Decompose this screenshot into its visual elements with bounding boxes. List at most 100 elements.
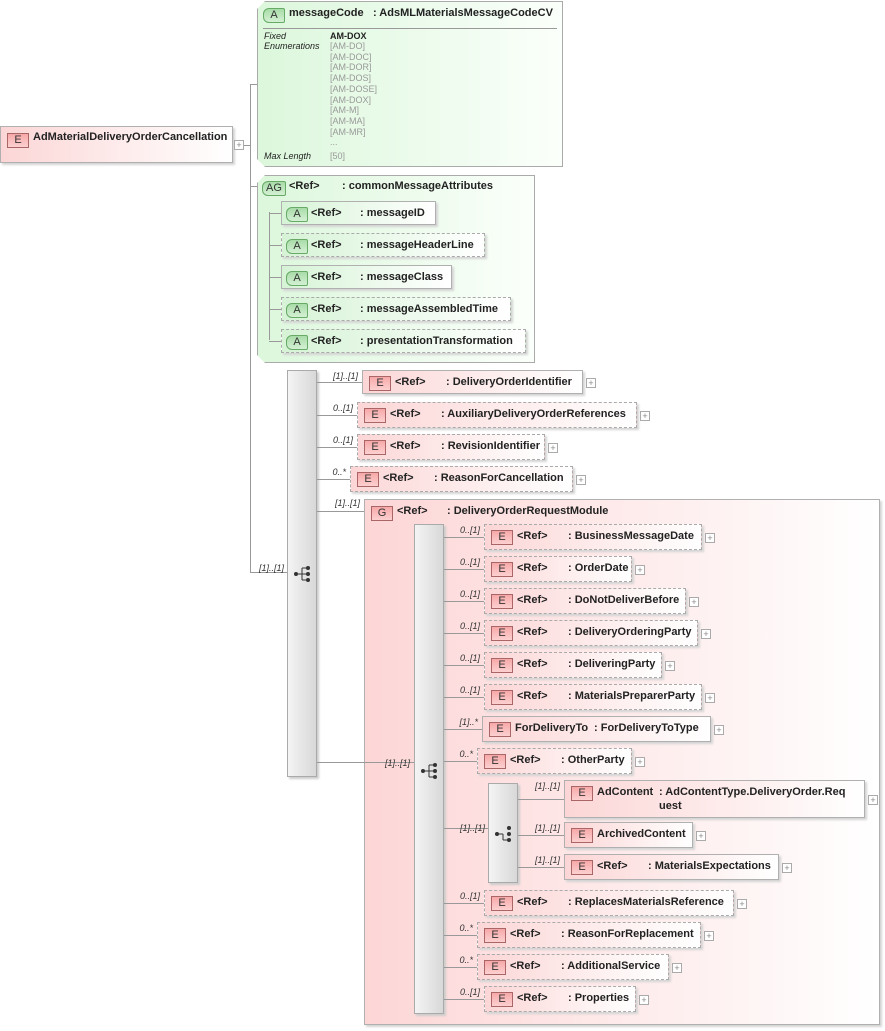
- element-group-item-0[interactable]: E <Ref>: BusinessMessageDate: [484, 524, 702, 550]
- attribute-badge: A: [263, 8, 285, 23]
- sequence-icon: [421, 763, 437, 779]
- root-element[interactable]: E AdMaterialDeliveryOrderCancellation: [0, 126, 233, 163]
- element-group-item-3[interactable]: E <Ref>: DeliveryOrderingParty: [484, 620, 698, 646]
- inner-sequence-compositor[interactable]: [414, 524, 444, 1014]
- connector: [444, 537, 484, 538]
- expand-icon[interactable]: +: [868, 795, 878, 805]
- element-choice-item-2[interactable]: E <Ref>: MaterialsExpectations: [564, 854, 779, 880]
- element-ref: <Ref>: [597, 860, 628, 872]
- enumeration-value: [AM-DOC]: [330, 51, 372, 62]
- connector: [444, 665, 484, 666]
- attribute-badge: A: [286, 207, 308, 222]
- expand-icon[interactable]: +: [704, 931, 714, 941]
- element-group-item-4[interactable]: E <Ref>: DeliveringParty: [484, 652, 662, 678]
- element-badge: E: [364, 440, 386, 455]
- element-item-1[interactable]: E <Ref>: AuxiliaryDeliveryOrderReferences: [357, 402, 637, 428]
- expand-icon[interactable]: +: [689, 597, 699, 607]
- element-item-2[interactable]: E <Ref>: RevisionIdentifier: [357, 434, 545, 460]
- element-group-item-5[interactable]: E <Ref>: MaterialsPreparerParty: [484, 684, 702, 710]
- group-name: : DeliveryOrderRequestModule: [447, 505, 609, 517]
- expand-icon[interactable]: +: [705, 693, 715, 703]
- expand-icon[interactable]: +: [635, 565, 645, 575]
- element-badge: E: [484, 754, 506, 769]
- attribute-name: : messageClass: [360, 271, 444, 283]
- element-group-item-9[interactable]: E <Ref>: ReasonForReplacement: [477, 922, 701, 948]
- cardinality-label: 0..[1]: [459, 621, 480, 631]
- enumeration-value: [AM-DOR]: [330, 62, 372, 73]
- element-group-item-10[interactable]: E <Ref>: AdditionalService: [477, 954, 669, 980]
- element-ref: <Ref>: [517, 992, 548, 1004]
- element-badge: E: [484, 960, 506, 975]
- cardinality-label: 0..[1]: [459, 685, 480, 695]
- expand-icon[interactable]: +: [705, 533, 715, 543]
- divider: [263, 28, 557, 29]
- expand-icon[interactable]: +: [782, 863, 792, 873]
- attribute-badge: A: [286, 335, 308, 350]
- cardinality-label: [1]..[1]: [384, 758, 410, 768]
- element-item-3[interactable]: E <Ref>: ReasonForCancellation: [350, 466, 573, 492]
- element-name: : RevisionIdentifier: [441, 440, 541, 452]
- expand-icon[interactable]: +: [548, 443, 558, 453]
- expand-icon[interactable]: +: [576, 475, 586, 485]
- attribute-item[interactable]: A <Ref>: messageID: [281, 201, 436, 225]
- attribute-badge: A: [286, 303, 308, 318]
- connector: [444, 999, 484, 1000]
- attribute-name: : presentationTransformation: [360, 335, 513, 347]
- expand-icon[interactable]: +: [635, 757, 645, 767]
- cardinality-label: 0..*: [459, 923, 473, 933]
- expand-icon[interactable]: +: [672, 963, 682, 973]
- element-choice-item-1[interactable]: E ArchivedContent: [564, 822, 693, 848]
- element-badge: E: [491, 690, 513, 705]
- enumerations-label: Enumerations: [264, 41, 320, 51]
- attribute-name: : messageHeaderLine: [360, 239, 474, 251]
- element-badge: E: [357, 472, 379, 487]
- element-group-item-7[interactable]: E <Ref>: OtherParty: [477, 748, 632, 774]
- cardinality-label: 0..*: [332, 467, 346, 477]
- message-code-attribute[interactable]: A messageCode : AdsMLMaterialsMessageCod…: [257, 1, 563, 167]
- expand-icon[interactable]: +: [640, 411, 650, 421]
- element-badge: E: [484, 928, 506, 943]
- element-ref: <Ref>: [517, 594, 548, 606]
- cardinality-label: [1]..[1]: [459, 823, 485, 833]
- expand-icon[interactable]: +: [234, 140, 244, 150]
- expand-icon[interactable]: +: [701, 629, 711, 639]
- element-badge: E: [491, 626, 513, 641]
- connector: [317, 415, 357, 416]
- expand-icon[interactable]: +: [586, 378, 596, 388]
- attribute-group[interactable]: AG <Ref> : commonMessageAttributes A <Ref…: [257, 175, 535, 363]
- attribute-item[interactable]: A <Ref>: messageClass: [281, 265, 452, 289]
- connector: [250, 186, 257, 187]
- enumeration-value: [AM-DOSE]: [330, 83, 378, 94]
- element-ref: <Ref>: [383, 472, 414, 484]
- connector: [444, 903, 484, 904]
- expand-icon[interactable]: +: [714, 725, 724, 735]
- element-group-item-2[interactable]: E <Ref>: DoNotDeliverBefore: [484, 588, 686, 614]
- connector: [444, 935, 477, 936]
- attribute-item[interactable]: A <Ref>: presentationTransformation: [281, 329, 526, 353]
- element-group-item-6[interactable]: E ForDeliveryTo: ForDeliveryToType: [482, 716, 711, 742]
- element-ref: <Ref>: [390, 408, 421, 420]
- element-badge: E: [491, 562, 513, 577]
- element-choice-item-0[interactable]: E AdContent: AdContentType.DeliveryOrder.…: [564, 780, 865, 818]
- choice-compositor[interactable]: [488, 783, 518, 883]
- expand-icon[interactable]: +: [737, 899, 747, 909]
- element-ref: <Ref>: [517, 626, 548, 638]
- element-item-0[interactable]: E <Ref>: DeliveryOrderIdentifier: [362, 370, 583, 394]
- element-group-item-1[interactable]: E <Ref>: OrderDate: [484, 556, 632, 582]
- element-badge: E: [491, 594, 513, 609]
- connector: [444, 601, 484, 602]
- attribute-type: : AdsMLMaterialsMessageCodeCV: [373, 7, 553, 19]
- group-badge: G: [371, 506, 393, 521]
- connector: [518, 867, 564, 868]
- attribute-item[interactable]: A <Ref>: messageHeaderLine: [281, 233, 485, 257]
- element-ref: <Ref>: [395, 376, 426, 388]
- expand-icon[interactable]: +: [665, 661, 675, 671]
- sequence-compositor[interactable]: [287, 370, 317, 777]
- element-group-item-8[interactable]: E <Ref>: ReplacesMaterialsReference: [484, 890, 734, 916]
- attribute-item[interactable]: A <Ref>: messageAssembledTime: [281, 297, 511, 321]
- expand-icon[interactable]: +: [696, 831, 706, 841]
- expand-icon[interactable]: +: [639, 995, 649, 1005]
- element-group-item-11[interactable]: E <Ref>: Properties: [484, 986, 636, 1012]
- cardinality-label: 0..[1]: [459, 525, 480, 535]
- element-name: : OtherParty: [561, 754, 625, 766]
